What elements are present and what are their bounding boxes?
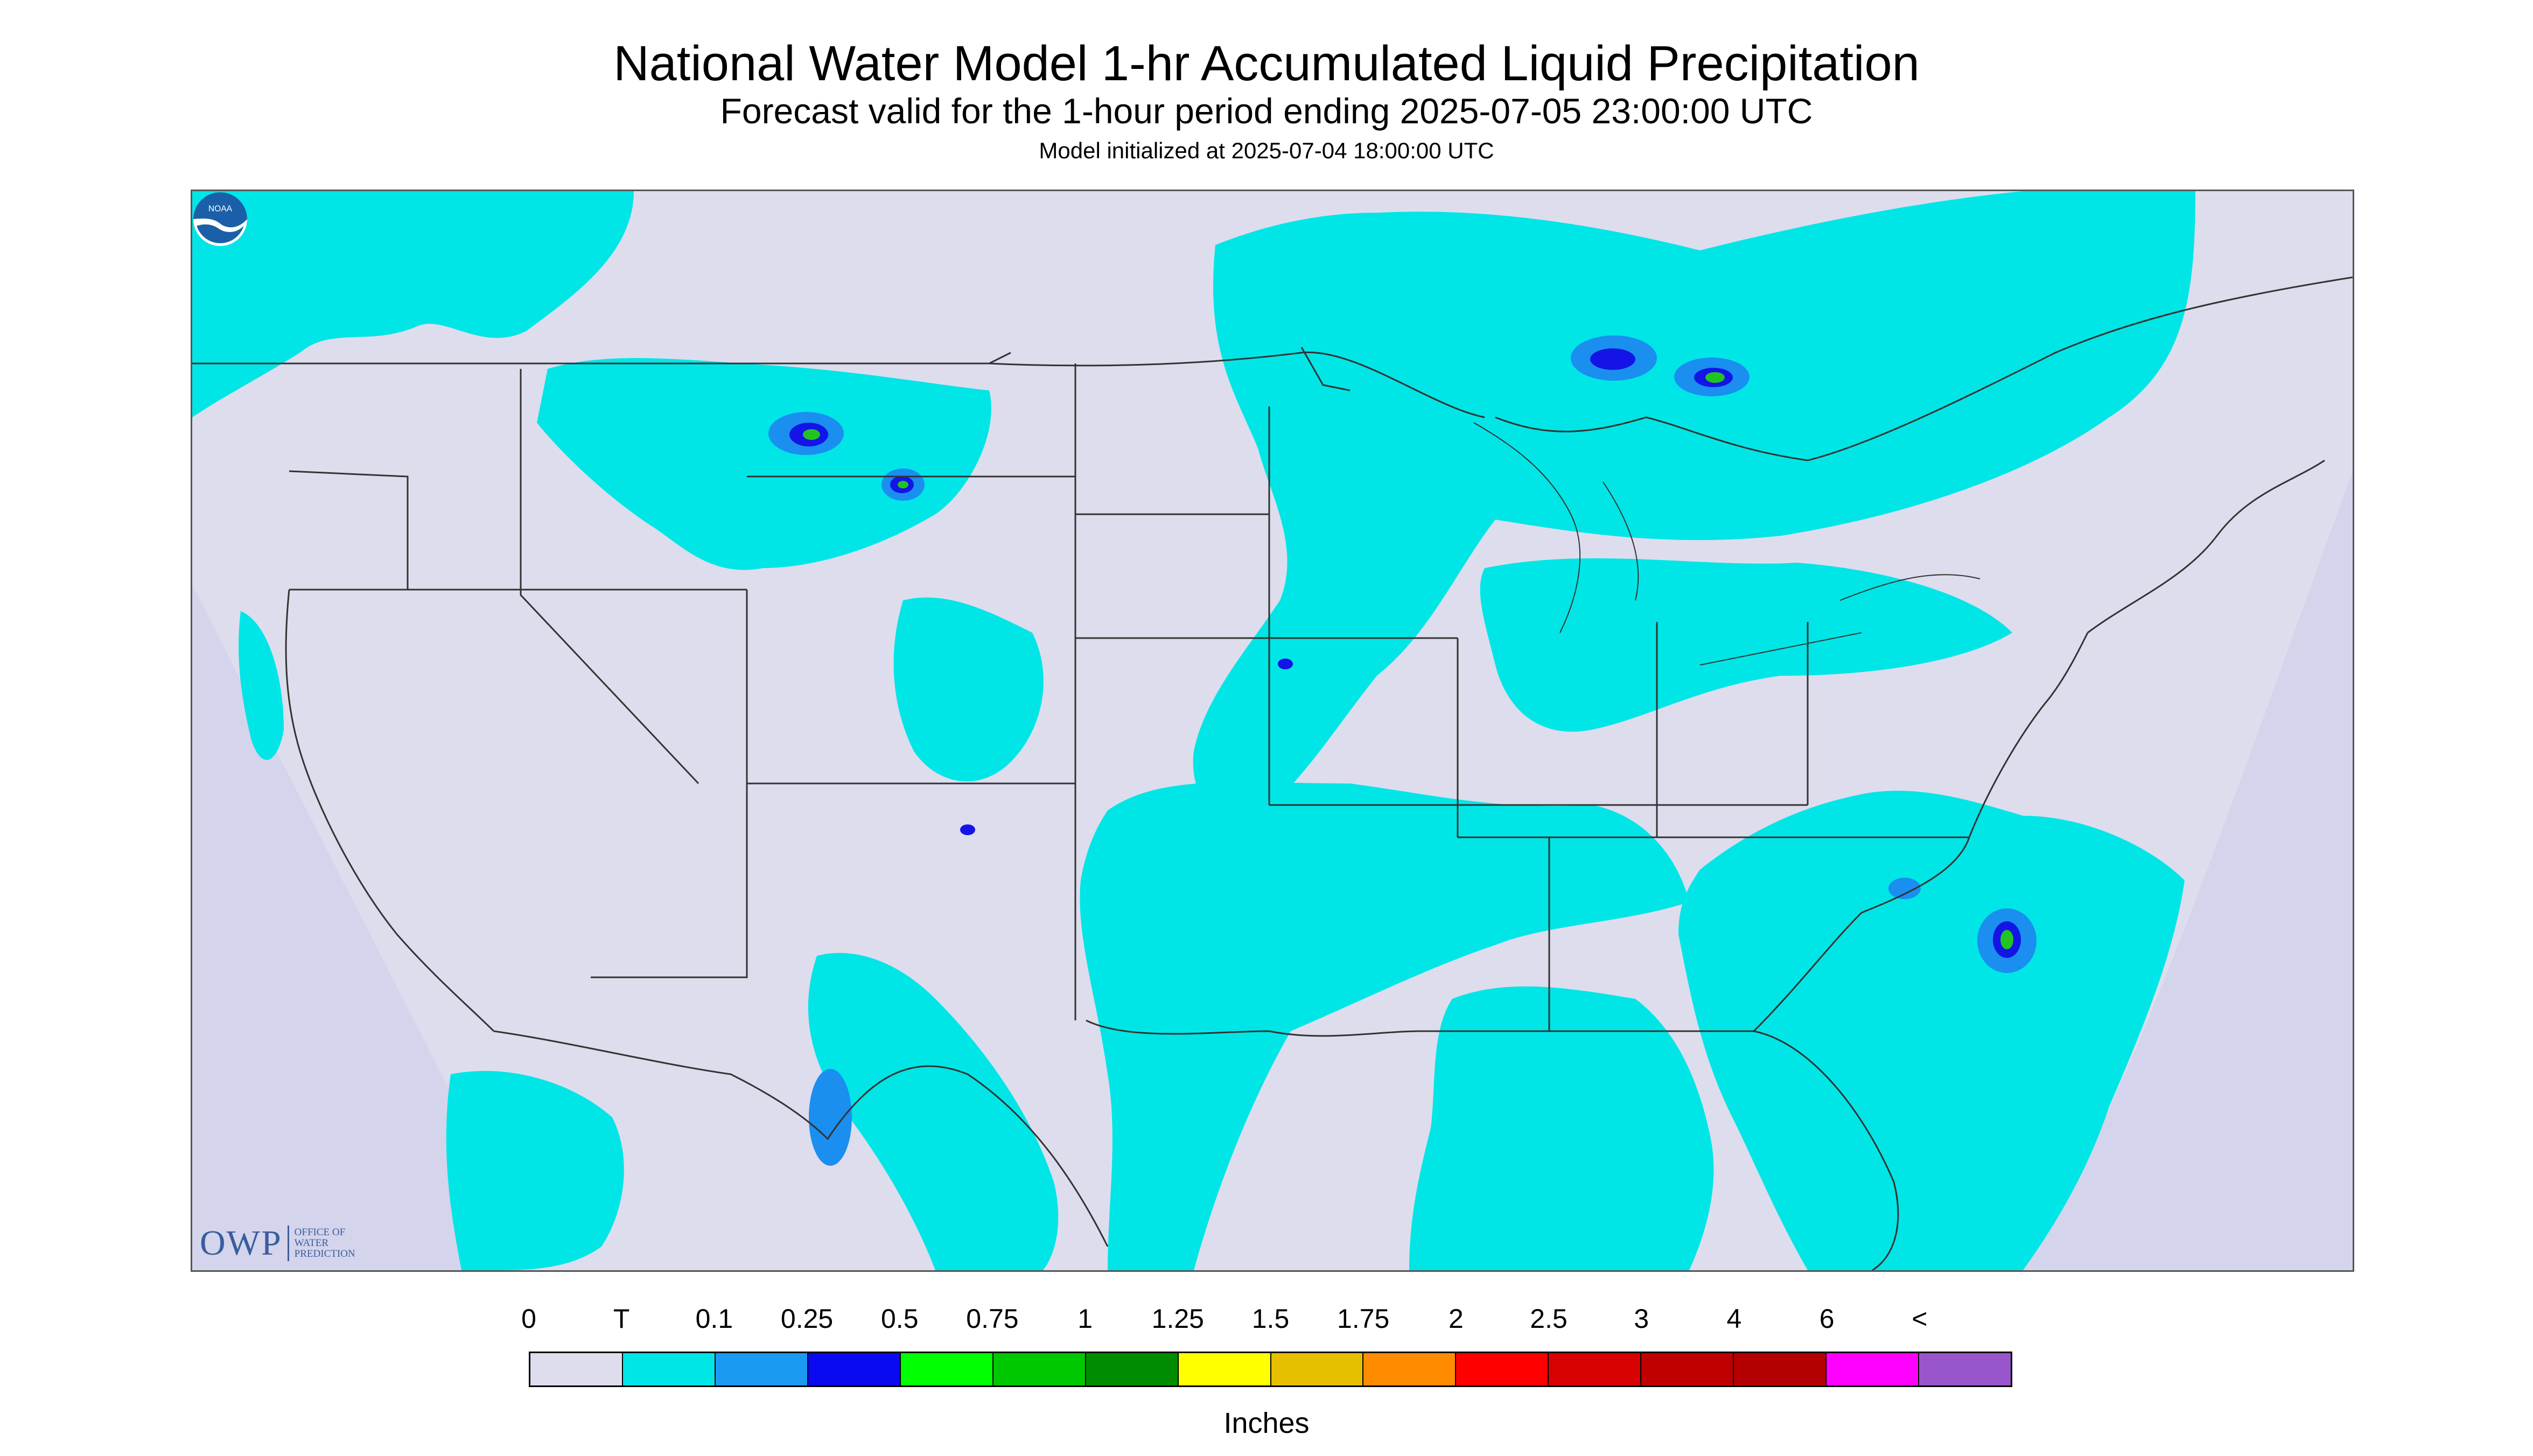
legend-label: 1.75: [1337, 1304, 1390, 1334]
legend-label: 0.1: [695, 1304, 733, 1334]
precip-trace-areas: [192, 191, 2195, 1270]
legend-units: Inches: [1223, 1407, 1310, 1439]
legend-swatch: [1178, 1353, 1271, 1385]
legend-label: 6: [1819, 1304, 1835, 1334]
legend-label: T: [613, 1304, 630, 1334]
legend-label: 0: [521, 1304, 536, 1334]
legend-swatch: [1827, 1353, 1920, 1385]
noaa-logo-text: NOAA: [208, 204, 233, 213]
legend-swatch: [715, 1353, 808, 1385]
legend-label: <: [1912, 1304, 1928, 1334]
precipitation-map: OWP OFFICE OF WATER PREDICTION NOAA: [191, 190, 2354, 1272]
owp-logo: OWP OFFICE OF WATER PREDICTION: [200, 1223, 355, 1264]
model-init-text: Model initialized at 2025-07-04 18:00:00…: [1039, 138, 1494, 163]
legend-label: 1.25: [1151, 1304, 1204, 1334]
map-canvas: [192, 191, 2353, 1270]
legend-swatch: [1919, 1353, 2011, 1385]
map-title: National Water Model 1-hr Accumulated Li…: [613, 36, 1920, 91]
precip-green-cores: [803, 372, 2013, 949]
out-of-domain-east: [2023, 471, 2353, 1270]
legend-swatch: [1363, 1353, 1457, 1385]
legend-swatch: [900, 1353, 993, 1385]
legend-label: 2: [1448, 1304, 1464, 1334]
legend-label: 0.75: [966, 1304, 1019, 1334]
legend-swatch: [993, 1353, 1086, 1385]
legend-swatch: [1549, 1353, 1642, 1385]
legend-label: 2.5: [1530, 1304, 1568, 1334]
legend-labels: 0 T 0.1 0.25 0.5 0.75 1 1.25 1.5 1.75 2 2.5 3 4 6 <: [0, 1303, 2533, 1341]
owp-mark: OWP: [200, 1223, 282, 1263]
legend-swatch: [1734, 1353, 1827, 1385]
legend-swatch: [1456, 1353, 1549, 1385]
legend-swatch: [1086, 1353, 1179, 1385]
legend-label: 4: [1726, 1304, 1742, 1334]
map-subtitle: Forecast valid for the 1-hour period end…: [720, 91, 1813, 131]
legend-label: 0.25: [780, 1304, 834, 1334]
noaa-logo-icon: NOAA: [193, 192, 247, 246]
legend-swatch: [808, 1353, 901, 1385]
state-boundaries: [192, 276, 2353, 1270]
legend-label: 1.5: [1251, 1304, 1290, 1334]
legend-swatch: [622, 1353, 716, 1385]
legend-swatch: [1271, 1353, 1364, 1385]
legend-label: 3: [1634, 1304, 1649, 1334]
legend-label: 1: [1077, 1304, 1093, 1334]
legend-swatch: [1641, 1353, 1734, 1385]
legend-swatch: [530, 1353, 623, 1385]
lake-outlines: [1473, 422, 1981, 666]
owp-divider: [287, 1226, 289, 1261]
logo-layer: [192, 191, 2353, 1270]
legend-label: 0.5: [880, 1304, 919, 1334]
owp-wordmark: OFFICE OF WATER PREDICTION: [294, 1227, 355, 1259]
legend-color-bar: [529, 1352, 2012, 1387]
